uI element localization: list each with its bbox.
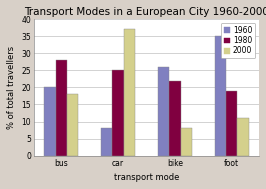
- Bar: [101, 128, 113, 156]
- X-axis label: transport mode: transport mode: [114, 173, 179, 182]
- Bar: [226, 91, 238, 156]
- Bar: [44, 88, 56, 156]
- Title: Transport Modes in a European City 1960-2000: Transport Modes in a European City 1960-…: [24, 7, 266, 17]
- Bar: [238, 118, 249, 156]
- Bar: [215, 36, 226, 156]
- Bar: [181, 128, 192, 156]
- Bar: [113, 70, 124, 156]
- Bar: [67, 94, 78, 156]
- Y-axis label: % of total travellers: % of total travellers: [7, 46, 16, 129]
- Bar: [56, 60, 67, 156]
- Bar: [169, 81, 181, 156]
- Bar: [124, 29, 135, 156]
- Bar: [158, 67, 169, 156]
- Legend: 1960, 1980, 2000: 1960, 1980, 2000: [221, 23, 255, 58]
